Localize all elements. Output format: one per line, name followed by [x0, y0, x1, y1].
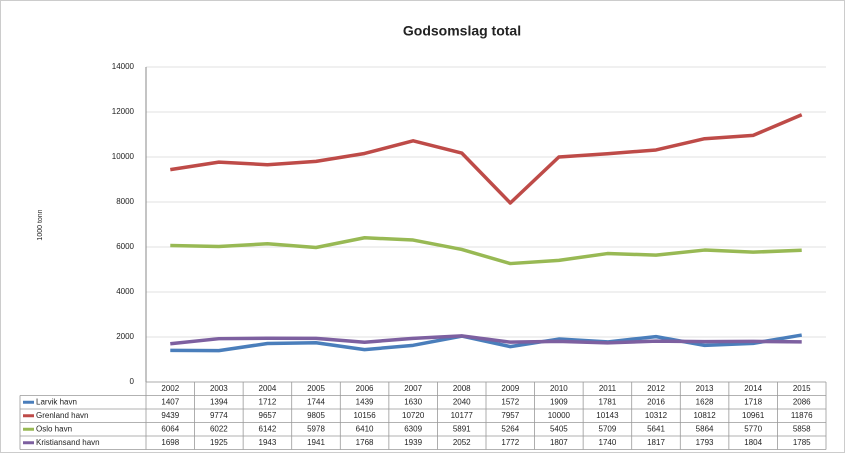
table-value: 1572 — [501, 397, 519, 406]
table-value: 1407 — [161, 397, 179, 406]
table-value: 5864 — [696, 424, 714, 433]
legend-label: Larvik havn — [36, 397, 77, 406]
table-value: 1630 — [404, 397, 422, 406]
legend-label: Grenland havn — [36, 411, 88, 420]
table-value: 1698 — [161, 438, 179, 447]
table-value: 5891 — [453, 424, 471, 433]
x-tick-label: 2008 — [453, 384, 471, 393]
table-value: 5858 — [793, 424, 811, 433]
table-value: 1793 — [696, 438, 714, 447]
table-value: 6142 — [259, 424, 277, 433]
table-value: 10812 — [693, 411, 716, 420]
table-value: 1941 — [307, 438, 325, 447]
table-value: 1785 — [793, 438, 811, 447]
table-value: 1768 — [356, 438, 374, 447]
x-tick-label: 2012 — [647, 384, 665, 393]
x-tick-label: 2002 — [161, 384, 179, 393]
table-value: 1712 — [259, 397, 277, 406]
table-value: 6309 — [404, 424, 422, 433]
table-value: 10143 — [596, 411, 619, 420]
table-value: 1804 — [744, 438, 762, 447]
table-value: 1939 — [404, 438, 422, 447]
table-value: 5641 — [647, 424, 665, 433]
table-value: 5770 — [744, 424, 762, 433]
y-axis-label: 1000 tonn — [37, 209, 44, 240]
table-value: 2086 — [793, 397, 811, 406]
table-value: 10720 — [402, 411, 425, 420]
table-value: 1718 — [744, 397, 762, 406]
table-value: 9657 — [259, 411, 277, 420]
y-tick-label: 14000 — [112, 62, 135, 71]
table-value: 1744 — [307, 397, 325, 406]
table-value: 1439 — [356, 397, 374, 406]
x-tick-label: 2013 — [696, 384, 714, 393]
table-value: 10312 — [645, 411, 668, 420]
table-value: 5709 — [599, 424, 617, 433]
table-value: 9439 — [161, 411, 179, 420]
legend-label: Kristiansand havn — [36, 438, 100, 447]
series-line — [170, 113, 803, 205]
y-tick-label: 12000 — [112, 107, 135, 116]
series-line — [170, 334, 802, 346]
x-tick-label: 2003 — [210, 384, 228, 393]
series-line — [170, 333, 803, 353]
table-value: 1772 — [501, 438, 519, 447]
legend-label: Oslo havn — [36, 424, 72, 433]
table-value: 1943 — [259, 438, 277, 447]
table-value: 10961 — [742, 411, 765, 420]
table-value: 6410 — [356, 424, 374, 433]
table-value: 10156 — [353, 411, 376, 420]
x-tick-label: 2007 — [404, 384, 422, 393]
table-value: 1817 — [647, 438, 665, 447]
series-line — [170, 236, 802, 266]
x-tick-label: 2005 — [307, 384, 325, 393]
table-value: 2052 — [453, 438, 471, 447]
table-value: 5405 — [550, 424, 568, 433]
table-value: 1781 — [599, 397, 617, 406]
table-value: 11876 — [791, 411, 813, 420]
table-value: 1740 — [599, 438, 617, 447]
table-value: 7957 — [501, 411, 519, 420]
x-tick-label: 2004 — [259, 384, 277, 393]
y-tick-label: 8000 — [116, 197, 134, 206]
table-value: 5264 — [501, 424, 519, 433]
table-value: 1925 — [210, 438, 228, 447]
table-value: 2016 — [647, 397, 665, 406]
y-tick-label: 2000 — [116, 332, 134, 341]
table-value: 1909 — [550, 397, 568, 406]
y-tick-label: 4000 — [116, 287, 134, 296]
y-tick-label: 10000 — [112, 152, 135, 161]
x-tick-label: 2015 — [793, 384, 811, 393]
table-value: 9774 — [210, 411, 228, 420]
table-value: 6022 — [210, 424, 228, 433]
table-value: 5978 — [307, 424, 325, 433]
x-tick-label: 2011 — [599, 384, 617, 393]
x-tick-label: 2006 — [356, 384, 374, 393]
table-value: 10177 — [451, 411, 474, 420]
table-value: 1807 — [550, 438, 568, 447]
table-value: 6064 — [161, 424, 179, 433]
chart-title: Godsomslag total — [403, 23, 521, 39]
x-tick-label: 2009 — [501, 384, 519, 393]
table-value: 1628 — [696, 397, 714, 406]
table-value: 1394 — [210, 397, 228, 406]
x-tick-label: 2014 — [744, 384, 762, 393]
y-tick-label: 0 — [130, 377, 135, 386]
table-value: 2040 — [453, 397, 471, 406]
table-value: 10000 — [548, 411, 571, 420]
table-value: 9805 — [307, 411, 325, 420]
y-tick-label: 6000 — [116, 242, 134, 251]
x-tick-label: 2010 — [550, 384, 568, 393]
